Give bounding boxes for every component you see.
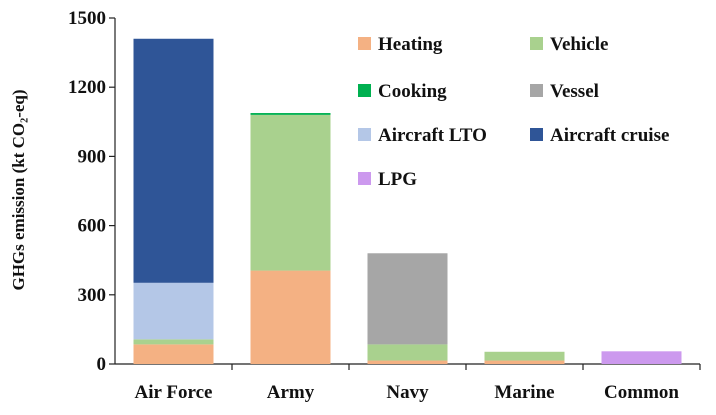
legend-swatch [530, 84, 543, 97]
legend-label: Cooking [378, 81, 447, 102]
y-tick-label: 1500 [68, 8, 106, 29]
legend: Heating Vehicle Cooking Vessel Aircraft LTO A… [358, 34, 669, 190]
bar-segment-heating [484, 360, 565, 364]
bar-segment-vehicle [133, 339, 214, 345]
y-tick-label: 0 [97, 354, 107, 375]
bar-segment-heating [250, 270, 331, 364]
legend-label: Vehicle [550, 34, 608, 55]
bar-segment-vehicle [367, 344, 448, 361]
legend-label: Aircraft LTO [378, 125, 487, 146]
legend-swatch [530, 128, 543, 141]
legend-swatch [358, 172, 371, 185]
x-tick-label: Marine [494, 382, 554, 403]
bar-segment-lpg [601, 351, 682, 364]
bar-segment-cooking [250, 113, 331, 115]
x-tick-label: Common [604, 382, 679, 403]
legend-label: Aircraft cruise [550, 125, 669, 146]
legend-label: Vessel [550, 81, 599, 102]
x-tick-label: Army [267, 382, 315, 403]
x-tick-label: Navy [386, 382, 429, 403]
legend-swatch [358, 37, 371, 50]
bar-segment-heating [133, 344, 214, 364]
bar-segment-vehicle [250, 114, 331, 271]
y-tick-label: 300 [78, 285, 107, 306]
legend-label: Heating [378, 34, 443, 55]
legend-swatch [358, 128, 371, 141]
y-tick-label: 1200 [68, 77, 106, 98]
y-axis-title: GHGs emission (kt CO₂-eq) [9, 89, 28, 290]
legend-swatch [530, 37, 543, 50]
plot-area: 0 300 600 900 1200 1500 Air Force Army Navy Marin… [68, 8, 701, 403]
y-tick-label: 900 [78, 146, 107, 167]
bar-segment-vehicle [484, 351, 565, 361]
bar-segment-aircraft-lto [133, 282, 214, 340]
x-tick-label: Air Force [135, 382, 213, 403]
bar-segment-heating [367, 360, 448, 364]
legend-swatch [358, 84, 371, 97]
bar-segment-aircraft-cruise [133, 38, 214, 283]
legend-label: LPG [378, 169, 417, 190]
bar-segment-vessel [367, 253, 448, 345]
y-tick-label: 600 [78, 216, 107, 237]
